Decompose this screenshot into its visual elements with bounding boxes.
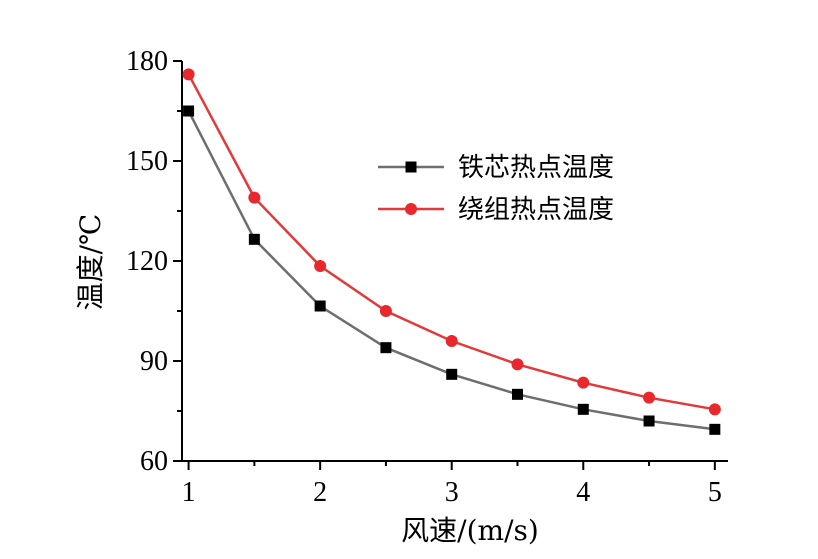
data-point xyxy=(446,368,458,380)
data-point xyxy=(183,105,195,117)
data-point xyxy=(511,358,524,371)
axes: 60 90 120 150 180 1 2 3 4 5 xyxy=(126,46,728,508)
data-point xyxy=(248,233,260,245)
legend-marker xyxy=(405,203,417,215)
x-tick-label: 3 xyxy=(445,477,459,508)
data-point xyxy=(379,305,392,317)
data-point xyxy=(708,403,721,416)
data-point xyxy=(445,335,458,347)
data-point xyxy=(182,68,195,81)
data-point xyxy=(380,342,392,354)
data-point xyxy=(248,191,261,204)
x-tick-label: 4 xyxy=(576,477,590,508)
series-1 xyxy=(183,105,721,435)
y-tick-label: 120 xyxy=(126,246,168,277)
data-point xyxy=(577,376,590,389)
x-axis-title: 风速/(m/s) xyxy=(401,514,539,547)
legend-label: 绕组热点温度 xyxy=(458,195,614,225)
y-tick-label: 150 xyxy=(126,146,168,177)
legend-item: 绕组热点温度 xyxy=(378,195,614,225)
data-point xyxy=(314,300,326,312)
data-point xyxy=(314,260,327,272)
legend-label: 铁芯热点温度 xyxy=(458,153,614,183)
y-axis-title: 温度/℃ xyxy=(74,214,107,311)
series-line xyxy=(187,110,715,431)
x-tick-label: 2 xyxy=(313,477,327,508)
data-point xyxy=(577,403,589,415)
x-tick-label: 1 xyxy=(182,477,196,508)
series-layer xyxy=(182,68,721,435)
series-2 xyxy=(182,68,721,416)
data-point xyxy=(643,415,655,427)
y-tick-label: 60 xyxy=(140,446,168,477)
legend-item: 铁芯热点温度 xyxy=(378,153,614,183)
data-point xyxy=(643,391,656,404)
data-point xyxy=(709,423,721,435)
y-tick-label: 90 xyxy=(140,346,168,377)
x-tick-label: 5 xyxy=(708,477,722,508)
series-line xyxy=(187,73,716,411)
data-point xyxy=(511,388,523,400)
y-tick-label: 180 xyxy=(126,46,168,77)
legend-marker xyxy=(405,161,417,173)
